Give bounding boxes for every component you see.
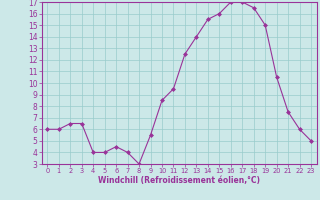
- X-axis label: Windchill (Refroidissement éolien,°C): Windchill (Refroidissement éolien,°C): [98, 176, 260, 185]
